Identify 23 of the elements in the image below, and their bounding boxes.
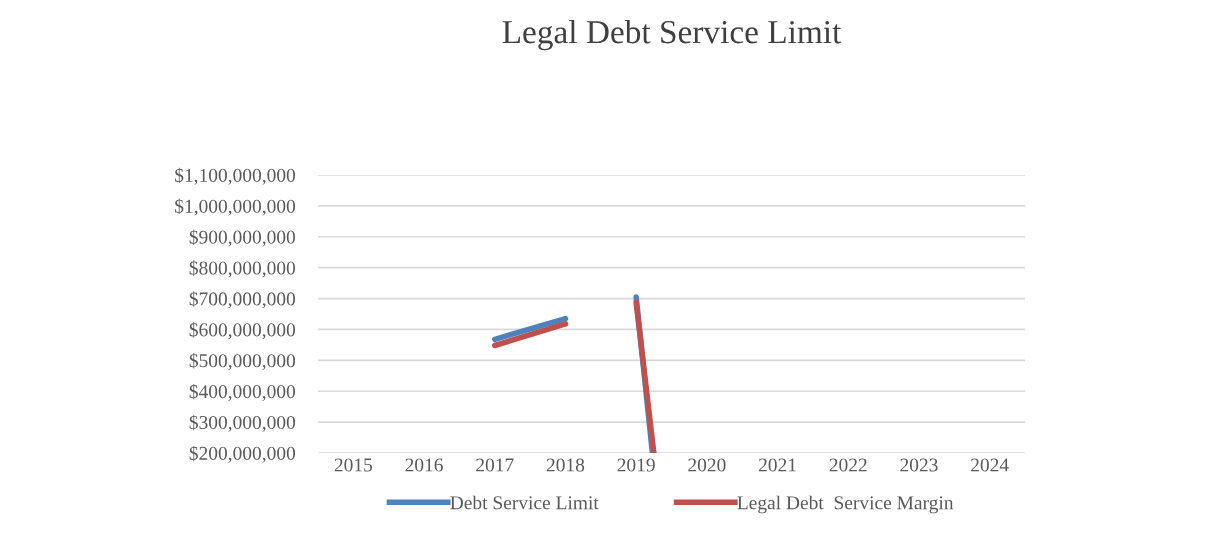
y-tick-label: $1,000,000,000 [175,198,296,216]
x-tick-label: 2024 [971,458,1009,472]
y-tick-label: $200,000,000 [189,445,296,463]
x-tick-label: 2021 [758,458,796,472]
x-tick-label: 2017 [476,458,514,472]
x-tick-label: 2018 [546,458,585,472]
x-tick-label: 2023 [900,458,938,472]
legend-label: Debt Service Limit [450,495,599,510]
y-tick-label: $400,000,000 [189,383,296,401]
y-tick-label: $700,000,000 [189,291,296,309]
x-tick-label: 2020 [688,458,726,472]
y-tick-label: $600,000,000 [189,322,296,340]
y-tick-label: $500,000,000 [189,353,296,371]
x-tick-label: 2022 [829,458,867,472]
x-tick-label: 2015 [334,458,373,472]
x-tick-label: 2016 [405,458,443,472]
y-tick-label: $1,100,000,000 [175,167,296,185]
y-tick-label: $800,000,000 [189,260,296,278]
x-tick-label: 2019 [617,458,655,472]
y-tick-label: $300,000,000 [189,414,296,432]
chart-title: Legal Debt Service Limit [502,19,842,51]
legend-label: Legal Debt Service Margin [737,495,954,514]
y-tick-label: $900,000,000 [189,229,296,247]
